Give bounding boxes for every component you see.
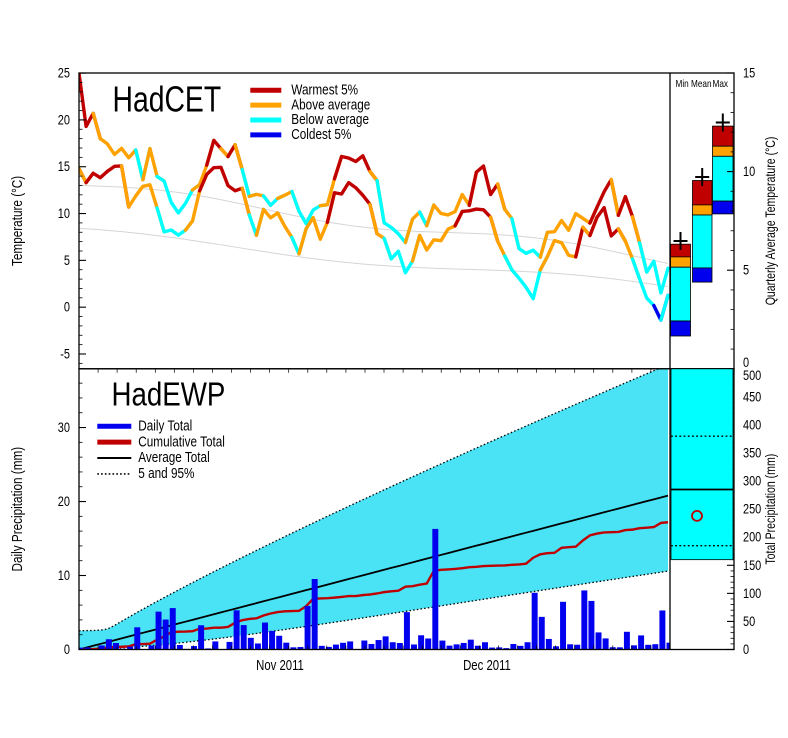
svg-text:15: 15 (743, 65, 755, 81)
svg-text:Mean: Mean (691, 77, 712, 89)
svg-text:450: 450 (743, 389, 761, 405)
svg-text:500: 500 (743, 368, 761, 384)
svg-text:25: 25 (58, 65, 70, 81)
svg-text:0: 0 (64, 642, 70, 658)
svg-text:30: 30 (58, 420, 70, 436)
svg-text:Quarterly Average Temperature: Quarterly Average Temperature (°C) (763, 137, 779, 306)
svg-text:Daily Total: Daily Total (138, 417, 192, 434)
svg-text:Cumulative Total: Cumulative Total (138, 433, 225, 450)
svg-text:20: 20 (58, 112, 70, 128)
svg-text:Min: Min (676, 77, 689, 89)
svg-text:-5: -5 (60, 346, 70, 362)
svg-text:Daily Precipitation (mm): Daily Precipitation (mm) (9, 447, 26, 572)
svg-text:50: 50 (743, 614, 755, 630)
svg-text:250: 250 (743, 501, 761, 517)
svg-text:5: 5 (743, 262, 749, 278)
svg-text:0: 0 (743, 642, 749, 658)
svg-text:Coldest 5%: Coldest 5% (291, 126, 351, 143)
svg-text:Dec 2011: Dec 2011 (463, 657, 511, 674)
svg-text:Average Total: Average Total (138, 449, 209, 466)
svg-text:200: 200 (743, 529, 761, 545)
svg-text:Nov 2011: Nov 2011 (256, 657, 304, 674)
svg-text:300: 300 (743, 473, 761, 489)
svg-text:0: 0 (64, 299, 70, 315)
svg-text:5 and 95%: 5 and 95% (138, 465, 194, 482)
svg-text:350: 350 (743, 445, 761, 461)
svg-text:10: 10 (58, 206, 70, 222)
svg-text:5: 5 (64, 253, 70, 269)
svg-text:100: 100 (743, 586, 761, 602)
svg-text:HadCET: HadCET (113, 78, 222, 119)
svg-text:20: 20 (58, 494, 70, 510)
svg-text:10: 10 (58, 568, 70, 584)
svg-text:400: 400 (743, 417, 761, 433)
svg-text:Temperature (°C): Temperature (°C) (9, 176, 26, 266)
svg-text:Total Precipitation (mm): Total Precipitation (mm) (763, 454, 779, 565)
svg-text:10: 10 (743, 164, 755, 180)
svg-text:Max: Max (713, 77, 729, 89)
svg-text:HadEWP: HadEWP (111, 375, 225, 413)
svg-text:15: 15 (58, 159, 70, 175)
svg-text:150: 150 (743, 558, 761, 574)
